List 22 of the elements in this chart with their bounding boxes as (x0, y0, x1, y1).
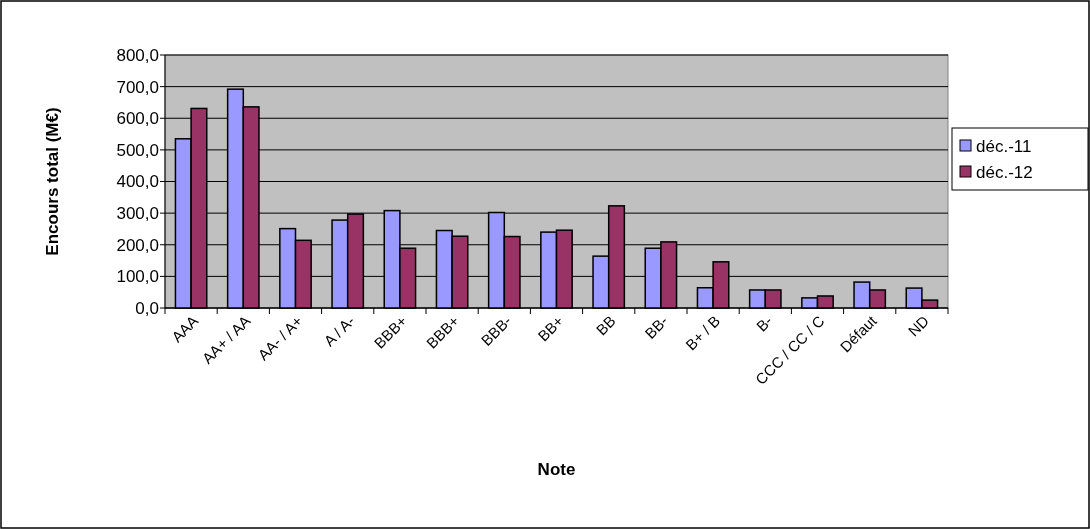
x-tick-label: B- (752, 312, 776, 335)
y-tick-label: 700,0 (116, 77, 159, 97)
x-tick-label: BB (592, 312, 619, 339)
x-tick-label: BB- (641, 312, 672, 342)
y-tick-label: 300,0 (116, 204, 159, 224)
y-tick-label: 200,0 (116, 235, 159, 255)
x-tick-label: AA+ / AA (198, 312, 254, 367)
y-axis-title: Encours total (M€) (43, 107, 62, 256)
x-tick-label: A / A- (320, 312, 358, 350)
y-tick-label: 600,0 (116, 109, 159, 129)
x-axis-title: Note (537, 460, 576, 479)
y-tick-label: 500,0 (116, 140, 159, 160)
legend-label: déc.-12 (976, 162, 1033, 182)
x-tick-label: ND (904, 311, 933, 340)
x-tick-label: B+ / B (682, 312, 724, 354)
y-tick-label: 400,0 (116, 172, 159, 192)
legend-label: déc.-11 (976, 136, 1032, 156)
x-tick-label: AA- / A+ (254, 311, 306, 364)
y-tick-label: 0,0 (135, 298, 159, 318)
y-tick-label: 100,0 (116, 267, 159, 287)
y-tick-label: 800,0 (116, 45, 159, 65)
x-tick-label: BB+ (534, 311, 567, 345)
